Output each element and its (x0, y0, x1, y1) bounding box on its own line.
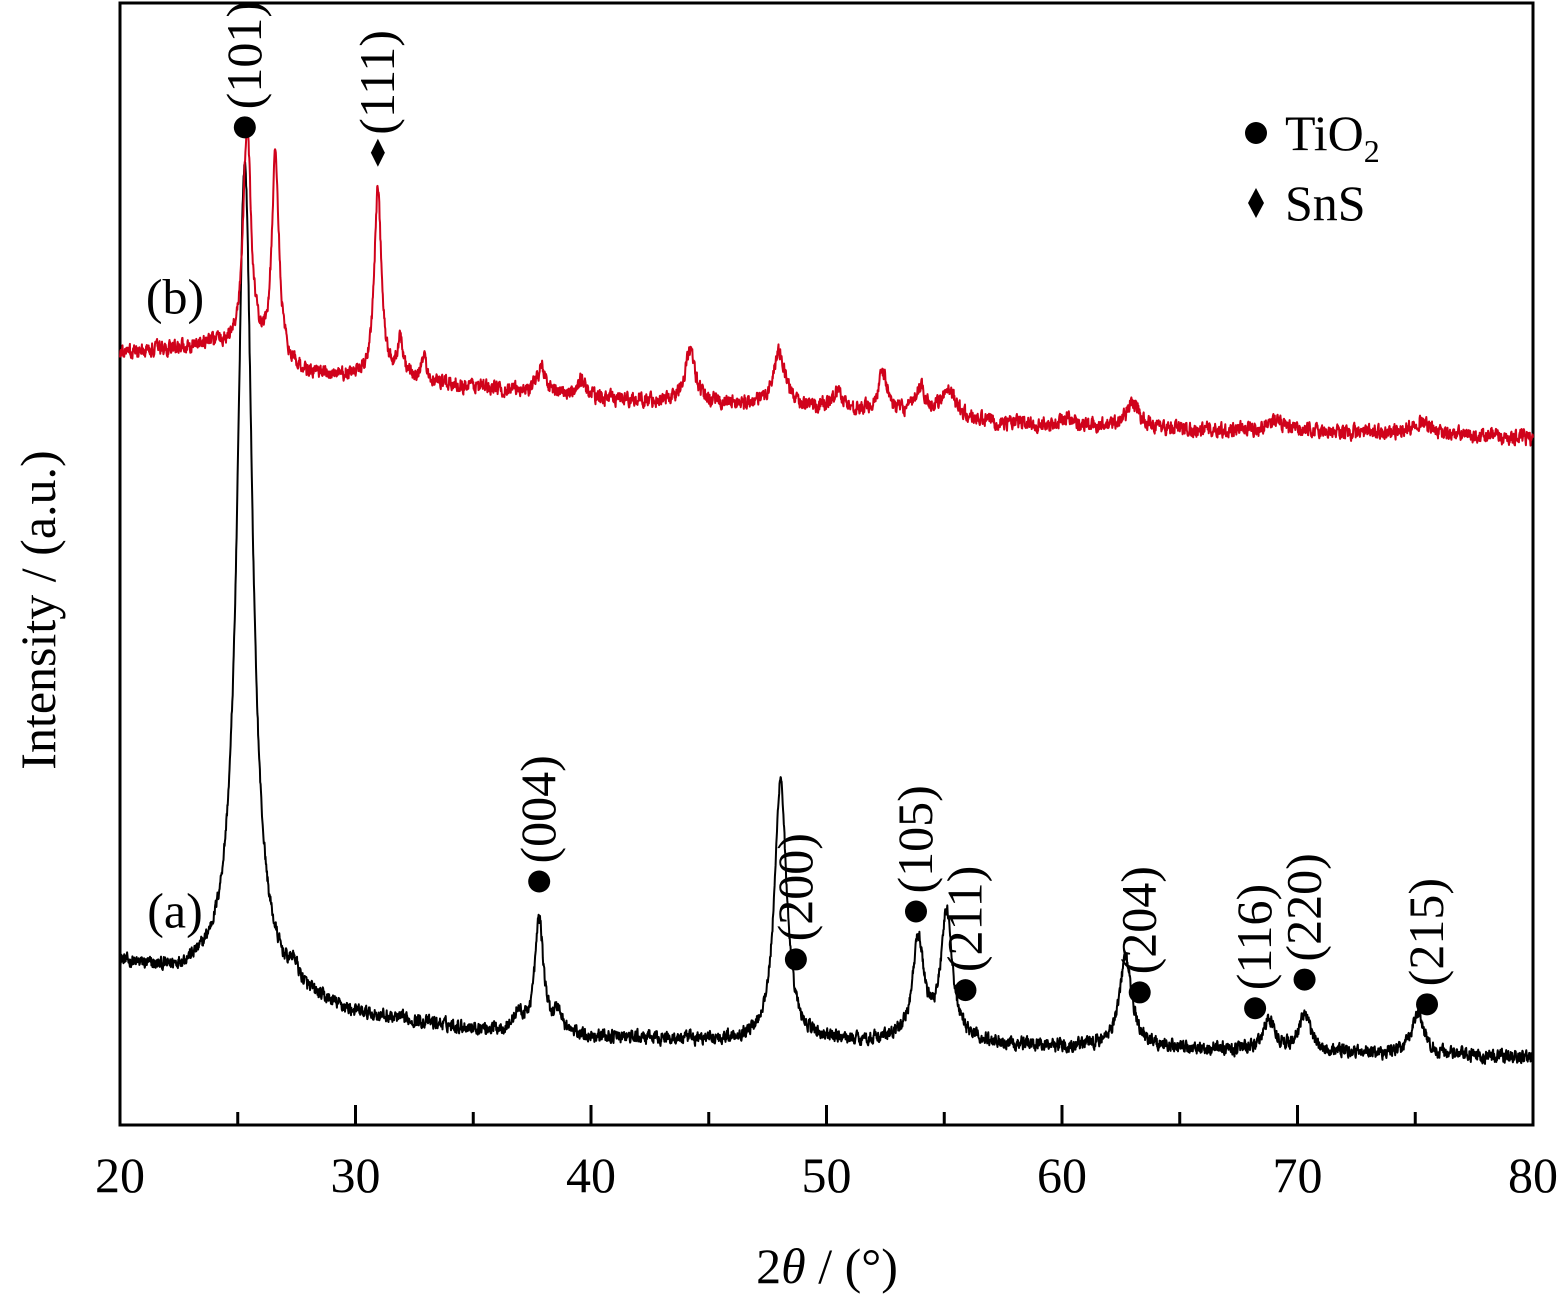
peak-label: (200) (767, 833, 823, 941)
x-tick-label: 80 (1508, 1147, 1558, 1203)
x-tick-label: 60 (1037, 1147, 1087, 1203)
tio2-marker (1244, 997, 1267, 1020)
series-line (119, 161, 1534, 1065)
tio2-marker (233, 116, 256, 139)
series-label: (a) (147, 883, 203, 939)
sns-marker (370, 138, 385, 167)
series-line (119, 116, 1534, 447)
tio2-marker (954, 979, 977, 1002)
peak-label: (204) (1111, 866, 1167, 974)
peak-label: (215) (1398, 878, 1454, 986)
peak-label: (220) (1276, 853, 1332, 961)
peak-annotations: (101) (004) (200) (105)(211) (204) (116)(220)… (216, 1, 1454, 1020)
x-tick-label: 70 (1273, 1147, 1323, 1203)
peak-label: (211) (936, 866, 992, 972)
peak-label: (105) (887, 785, 943, 893)
legend-entry-label: SnS (1285, 175, 1366, 231)
legend: TiO2 SnS (1245, 105, 1380, 231)
tio2-marker (1128, 981, 1151, 1004)
x-tick-label: 30 (331, 1147, 381, 1203)
x-tick-label: 20 (95, 1147, 145, 1203)
tio2-marker (904, 900, 927, 923)
peak-label: (116) (1226, 884, 1282, 990)
x-axis-label: 2θ / (°) (756, 1238, 898, 1294)
x-tick-label: 50 (802, 1147, 852, 1203)
legend-circle-icon (1245, 122, 1267, 144)
peak-label: (111) (349, 30, 405, 135)
plot-frame: 20 30 40 50 60 70 80 (95, 1, 1558, 1203)
peak-label: (004) (510, 755, 566, 863)
x-tick-label: 40 (566, 1147, 616, 1203)
tio2-marker (784, 948, 807, 971)
tio2-marker (528, 870, 551, 893)
legend-entry-label: TiO2 (1285, 105, 1380, 169)
series-layer: (a) (b) (119, 116, 1534, 1065)
tio2-marker (1293, 968, 1316, 991)
legend-diamond-icon (1248, 188, 1264, 218)
series-label: (b) (146, 269, 204, 325)
y-axis-label: Intensity / (a.u.) (10, 450, 66, 769)
peak-label: (101) (216, 1, 272, 109)
tio2-marker (1416, 993, 1439, 1016)
